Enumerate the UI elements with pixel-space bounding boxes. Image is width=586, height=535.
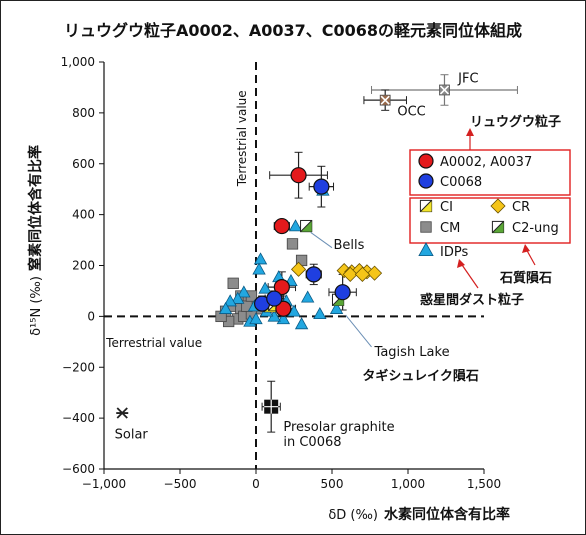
point-idps — [258, 281, 272, 294]
legend-label: A0002, A0037 — [440, 155, 532, 170]
legend-marker — [491, 220, 505, 234]
point-presolar-graphite — [264, 399, 279, 414]
legend-box-ryugu — [409, 149, 571, 196]
point-a0002-a0037 — [290, 167, 307, 184]
point-a0002-a0037 — [275, 300, 292, 317]
legend-marker — [418, 153, 434, 169]
legend-marker — [419, 199, 433, 213]
point-c0068 — [313, 178, 330, 195]
y-tick-label: 1,000 — [61, 55, 95, 69]
point-idps — [329, 301, 344, 314]
point-a0002-a0037 — [273, 279, 290, 296]
legend-marker — [418, 173, 434, 189]
y-tick-label: 400 — [72, 208, 95, 222]
y-tick-label: 600 — [72, 157, 95, 171]
label-solar: Solar — [115, 427, 149, 442]
point-idps — [223, 294, 237, 307]
plot-axes: −1,000 −500 0 500 1,000 1,500 −600 −400 −200 0 200… — [61, 55, 502, 491]
y-axis-label-jp: 窒素同位体含有比率 — [27, 145, 44, 271]
annotations: JFC OCC Bells Tagish Lake タギシュレイク隕石 Presolar … — [115, 71, 479, 450]
point-cr — [366, 265, 383, 281]
y-tick-label: −600 — [62, 462, 95, 476]
legend-marker — [418, 242, 434, 257]
point-idps — [218, 301, 233, 314]
legend-label: C2-ung — [512, 221, 559, 236]
y-tick-label: −400 — [62, 411, 95, 425]
x-tick-label: 500 — [321, 477, 344, 491]
x-tick-label: 0 — [252, 477, 260, 491]
label-bells: Bells — [334, 238, 365, 253]
point-cm — [227, 277, 239, 289]
leader-tagish — [345, 314, 372, 348]
point-c0068 — [334, 284, 351, 301]
point-idps — [301, 290, 315, 303]
x-axis-label-jp: 水素同位体含有比率 — [384, 506, 510, 523]
terrestrial-label-horizontal: Terrestrial value — [105, 336, 202, 350]
point-a0002-a0037 — [273, 217, 290, 235]
legend: リュウグウ粒子 A0002, A0037 C0068 CI CR CM C2-ung IDPs… — [409, 114, 571, 308]
data-marks — [116, 84, 450, 419]
terrestrial-label-vertical: Terrestrial value — [235, 90, 249, 187]
legend-arrowhead-stony — [522, 244, 530, 253]
label-presolar-graphite: Presolar graphite — [283, 420, 394, 435]
x-tick-label: −500 — [164, 477, 197, 491]
point-cr — [290, 261, 307, 277]
point-idps — [253, 252, 268, 265]
point-solar — [116, 407, 129, 419]
label-tagish-lake: Tagish Lake — [374, 345, 450, 360]
y-tick-label: 200 — [72, 259, 95, 273]
y-tick-label: −200 — [62, 360, 95, 374]
y-tick-label: 800 — [72, 106, 95, 120]
point-idps — [288, 219, 303, 232]
point-c0068 — [305, 266, 322, 283]
legend-arrowhead-idp — [457, 259, 465, 268]
y-tick-label: 0 — [87, 309, 95, 323]
point-jfc — [439, 84, 450, 96]
point-cm — [286, 238, 299, 250]
point-idps — [252, 262, 266, 275]
legend-marker — [420, 221, 432, 233]
legend-arrow-idp — [459, 261, 479, 289]
label-presolar-graphite-sample: in C0068 — [283, 435, 341, 450]
legend-label: CM — [440, 221, 460, 236]
legend-title-stony: 石質隕石 — [499, 270, 552, 286]
legend-title-idp: 惑星間ダスト粒子 — [420, 292, 524, 308]
point-idps — [249, 312, 263, 325]
point-idps — [231, 291, 245, 304]
leader-bells — [310, 232, 333, 249]
point-cr — [342, 266, 358, 282]
point-idps — [237, 285, 251, 298]
label-occ: OCC — [397, 104, 425, 119]
legend-arrowhead-ryugu — [466, 128, 474, 136]
point-c2-ung — [300, 219, 313, 233]
legend-label: C0068 — [440, 175, 482, 190]
legend-label: IDPs — [440, 245, 468, 260]
label-tagish-lake-jp: タギシュレイク隕石 — [362, 368, 478, 384]
legend-marker — [490, 198, 506, 214]
x-tick-label: −1,000 — [82, 477, 126, 491]
x-tick-label: 1,000 — [391, 477, 425, 491]
point-idps — [313, 307, 327, 320]
point-occ — [379, 94, 391, 106]
legend-label: CR — [512, 200, 530, 215]
label-jfc: JFC — [457, 71, 478, 86]
legend-box-meteorites — [409, 197, 571, 244]
point-cr — [354, 266, 370, 282]
legend-title-ryugu: リュウグウ粒子 — [470, 114, 561, 130]
chart-title: リュウグウ粒子A0002、A0037、C0068の軽元素同位体組成 — [64, 21, 522, 40]
reference-lines: Terrestrial value Terrestrial value — [104, 62, 484, 469]
point-c0068 — [266, 290, 283, 307]
point-idps — [294, 317, 309, 330]
legend-label: CI — [440, 200, 453, 215]
x-tick-label: 1,500 — [467, 477, 501, 491]
y-axis-label: δ¹⁵N (‰) — [29, 276, 44, 336]
x-axis-label: δD (‰) — [328, 508, 378, 523]
